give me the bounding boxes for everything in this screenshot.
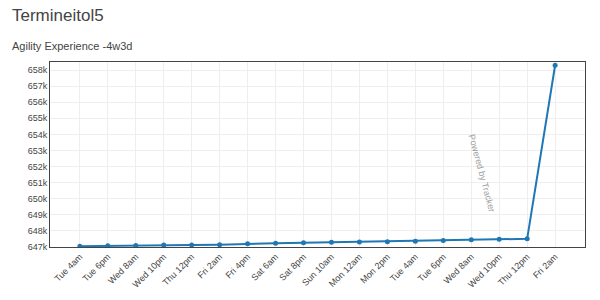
svg-text:652k: 652k [28, 162, 48, 172]
svg-text:Tue 4am: Tue 4am [388, 252, 420, 284]
svg-text:649k: 649k [28, 210, 48, 220]
svg-text:650k: 650k [28, 194, 48, 204]
svg-text:648k: 648k [28, 226, 48, 236]
svg-text:Sat 6am: Sat 6am [249, 252, 280, 283]
svg-text:Sat 8pm: Sat 8pm [277, 252, 308, 283]
svg-text:Thu 12pm: Thu 12pm [161, 252, 197, 288]
svg-text:Agility Experience -4w3d: Agility Experience -4w3d [12, 40, 132, 52]
svg-text:647k: 647k [28, 242, 48, 252]
svg-text:Thu 12pm: Thu 12pm [496, 252, 532, 288]
svg-text:Mon 2pm: Mon 2pm [358, 252, 392, 286]
svg-text:656k: 656k [28, 97, 48, 107]
svg-text:Powered by Tracker: Powered by Tracker [467, 133, 497, 213]
svg-text:Sun 10am: Sun 10am [300, 252, 336, 288]
svg-text:658k: 658k [28, 65, 48, 75]
svg-text:Fri 4pm: Fri 4pm [224, 252, 253, 281]
svg-text:Termineitol5: Termineitol5 [12, 6, 104, 25]
svg-text:655k: 655k [28, 113, 48, 123]
svg-text:Tue 4am: Tue 4am [53, 252, 85, 284]
svg-text:Wed 10pm: Wed 10pm [466, 252, 504, 290]
svg-text:653k: 653k [28, 146, 48, 156]
svg-text:657k: 657k [28, 81, 48, 91]
svg-text:Tue 6pm: Tue 6pm [416, 252, 448, 284]
svg-text:Tue 6pm: Tue 6pm [80, 252, 112, 284]
svg-text:Fri 2am: Fri 2am [531, 252, 560, 281]
svg-text:Mon 12am: Mon 12am [327, 252, 364, 289]
svg-text:Fri 2am: Fri 2am [196, 252, 225, 281]
svg-text:Wed 8am: Wed 8am [106, 252, 140, 286]
svg-text:654k: 654k [28, 130, 48, 140]
svg-text:651k: 651k [28, 178, 48, 188]
svg-text:Wed 10pm: Wed 10pm [131, 252, 169, 290]
svg-text:Wed 8am: Wed 8am [442, 252, 476, 286]
